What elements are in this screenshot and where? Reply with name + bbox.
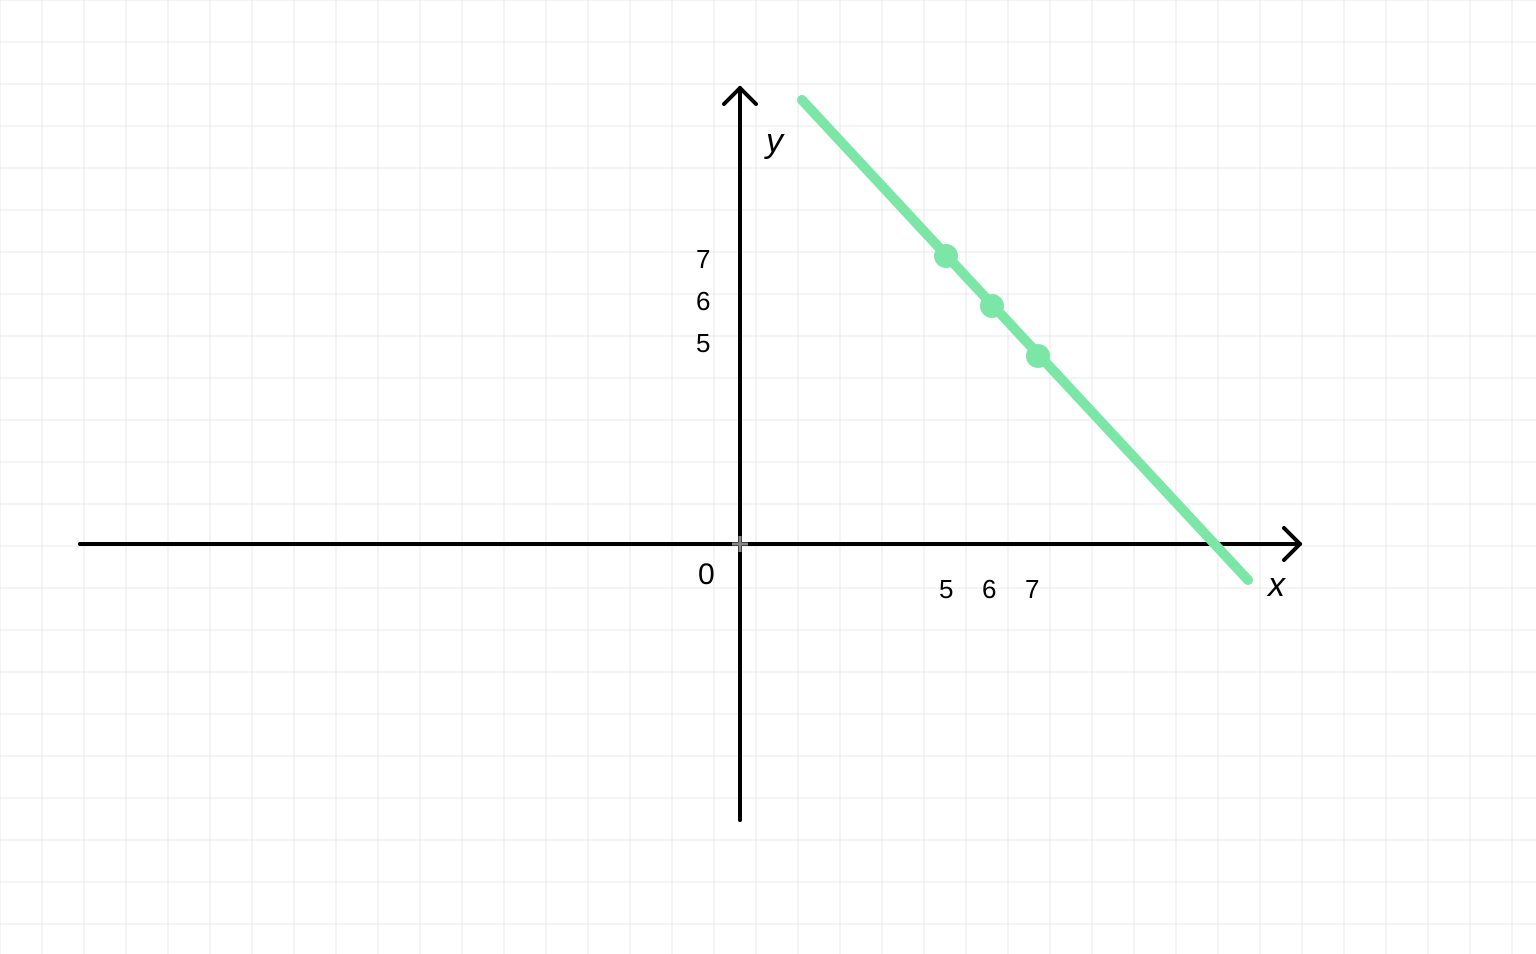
y-tick-label: 7	[696, 244, 710, 275]
plot-point	[1026, 344, 1050, 368]
x-tick-label: 5	[939, 574, 953, 605]
y-tick-label: 5	[696, 328, 710, 359]
plot-line	[802, 100, 1248, 580]
y-tick-label: 6	[696, 286, 710, 317]
plot-point	[980, 294, 1004, 318]
plot-point	[934, 244, 958, 268]
x-tick-label: 6	[982, 574, 996, 605]
y-axis-title: y	[766, 122, 783, 161]
origin-label: 0	[698, 558, 715, 592]
x-axis-title: x	[1268, 566, 1285, 605]
x-tick-label: 7	[1025, 574, 1039, 605]
